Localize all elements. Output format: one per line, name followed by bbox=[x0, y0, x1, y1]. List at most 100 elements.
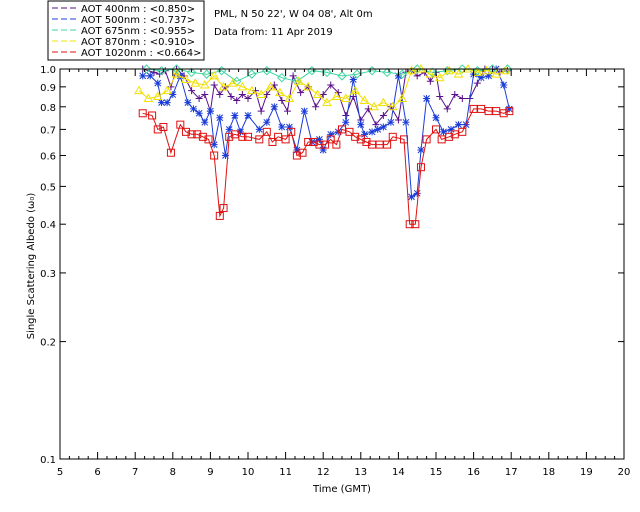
data-point bbox=[337, 71, 347, 81]
x-tick-label: 7 bbox=[132, 467, 138, 478]
data-point bbox=[255, 135, 264, 144]
data-point bbox=[195, 109, 203, 117]
data-point bbox=[270, 103, 278, 111]
data-point bbox=[444, 65, 455, 75]
data-point bbox=[184, 99, 192, 107]
data-point bbox=[312, 103, 320, 111]
data-point bbox=[351, 132, 360, 141]
data-point bbox=[417, 146, 425, 154]
y-tick-label: 0.1 bbox=[40, 455, 56, 466]
data-point bbox=[432, 114, 440, 122]
data-point bbox=[304, 137, 313, 146]
data-point bbox=[315, 135, 323, 143]
data-point bbox=[225, 132, 234, 141]
data-point bbox=[201, 91, 209, 99]
legend-label-500nm: AOT 500nm : <0.737> bbox=[81, 15, 195, 26]
data-point bbox=[378, 97, 389, 107]
data-point bbox=[293, 146, 301, 154]
data-point bbox=[228, 78, 238, 87]
data-point bbox=[138, 109, 147, 118]
data-point bbox=[153, 125, 162, 134]
data-point bbox=[422, 135, 431, 144]
data-point bbox=[221, 152, 229, 160]
data-point bbox=[195, 95, 203, 103]
x-tick-label: 14 bbox=[392, 467, 405, 478]
data-point bbox=[321, 140, 330, 149]
x-tick-label: 18 bbox=[542, 467, 555, 478]
data-point bbox=[292, 151, 301, 160]
x-tick-label: 12 bbox=[317, 467, 330, 478]
data-point bbox=[285, 123, 293, 131]
data-point bbox=[426, 77, 434, 85]
data-point bbox=[458, 95, 466, 103]
data-point bbox=[342, 111, 350, 119]
data-point bbox=[327, 81, 335, 89]
x-tick-label: 19 bbox=[580, 467, 593, 478]
data-point bbox=[440, 128, 448, 136]
legend-label-1020nm: AOT 1020nm : <0.664> bbox=[81, 48, 201, 59]
data-point bbox=[437, 135, 446, 144]
data-point bbox=[458, 127, 467, 136]
y-tick-label: 0.9 bbox=[40, 83, 56, 94]
data-point bbox=[397, 93, 408, 103]
data-point bbox=[244, 132, 252, 141]
data-point bbox=[457, 64, 468, 74]
data-point bbox=[455, 121, 463, 129]
data-point bbox=[445, 132, 454, 141]
data-point bbox=[345, 127, 354, 136]
data-point bbox=[303, 81, 314, 91]
data-point bbox=[406, 65, 417, 75]
data-point bbox=[143, 93, 154, 103]
data-point bbox=[411, 220, 420, 229]
legend-label-400nm: AOT 400nm : <0.850> bbox=[81, 4, 195, 15]
x-tick-label: 6 bbox=[94, 467, 100, 478]
data-point bbox=[499, 109, 508, 118]
data-point bbox=[423, 95, 431, 103]
data-point bbox=[287, 127, 296, 136]
data-point bbox=[262, 127, 271, 136]
data-point bbox=[485, 72, 493, 80]
data-point bbox=[148, 111, 157, 120]
data-point bbox=[283, 107, 291, 115]
data-point bbox=[210, 141, 218, 149]
data-point bbox=[289, 72, 297, 80]
data-point bbox=[198, 132, 207, 141]
data-point bbox=[368, 128, 376, 136]
data-point bbox=[263, 118, 271, 126]
data-point bbox=[432, 125, 440, 134]
x-tick-label: 15 bbox=[430, 467, 443, 478]
x-tick-label: 20 bbox=[618, 467, 631, 478]
data-point bbox=[293, 76, 304, 85]
data-point bbox=[201, 69, 212, 79]
data-point bbox=[477, 104, 486, 113]
data-point bbox=[255, 125, 263, 133]
data-point bbox=[402, 118, 410, 126]
x-tick-label: 16 bbox=[467, 467, 480, 478]
data-point bbox=[275, 87, 285, 97]
x-tick-label: 5 bbox=[57, 467, 63, 478]
data-point bbox=[315, 140, 324, 149]
data-point bbox=[257, 107, 265, 115]
data-point bbox=[171, 64, 182, 74]
data-point bbox=[209, 70, 220, 80]
data-point bbox=[397, 69, 407, 79]
legend-entry-500nm: AOT 500nm : <0.737> bbox=[52, 15, 195, 26]
data-point bbox=[326, 135, 335, 144]
data-point bbox=[425, 69, 436, 78]
data-point bbox=[298, 148, 307, 157]
data-point bbox=[281, 135, 290, 144]
legend-label-675nm: AOT 675nm : <0.955> bbox=[81, 26, 195, 37]
data-point bbox=[447, 125, 455, 133]
data-point bbox=[357, 121, 365, 129]
data-point bbox=[204, 135, 213, 144]
data-point bbox=[158, 99, 166, 107]
data-point bbox=[181, 74, 191, 83]
data-point bbox=[416, 163, 425, 172]
data-point bbox=[171, 69, 182, 78]
data-point bbox=[274, 132, 283, 141]
data-point bbox=[450, 130, 459, 139]
data-point bbox=[375, 140, 384, 149]
legend-entry-870nm: AOT 870nm : <0.910> bbox=[52, 37, 195, 48]
data-point bbox=[374, 125, 382, 133]
